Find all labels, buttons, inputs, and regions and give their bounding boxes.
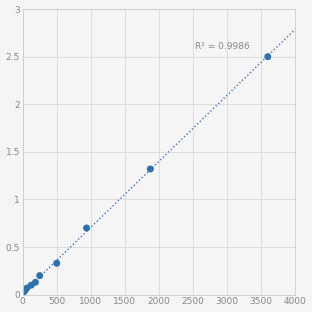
Point bbox=[54, 261, 59, 266]
Point bbox=[33, 280, 38, 285]
Text: R² = 0.9986: R² = 0.9986 bbox=[195, 42, 250, 51]
Point bbox=[22, 288, 27, 293]
Point bbox=[37, 273, 42, 278]
Point bbox=[29, 283, 34, 288]
Point bbox=[148, 167, 153, 172]
Point bbox=[84, 226, 89, 231]
Point bbox=[20, 292, 25, 297]
Point bbox=[265, 54, 270, 59]
Point bbox=[24, 285, 29, 290]
